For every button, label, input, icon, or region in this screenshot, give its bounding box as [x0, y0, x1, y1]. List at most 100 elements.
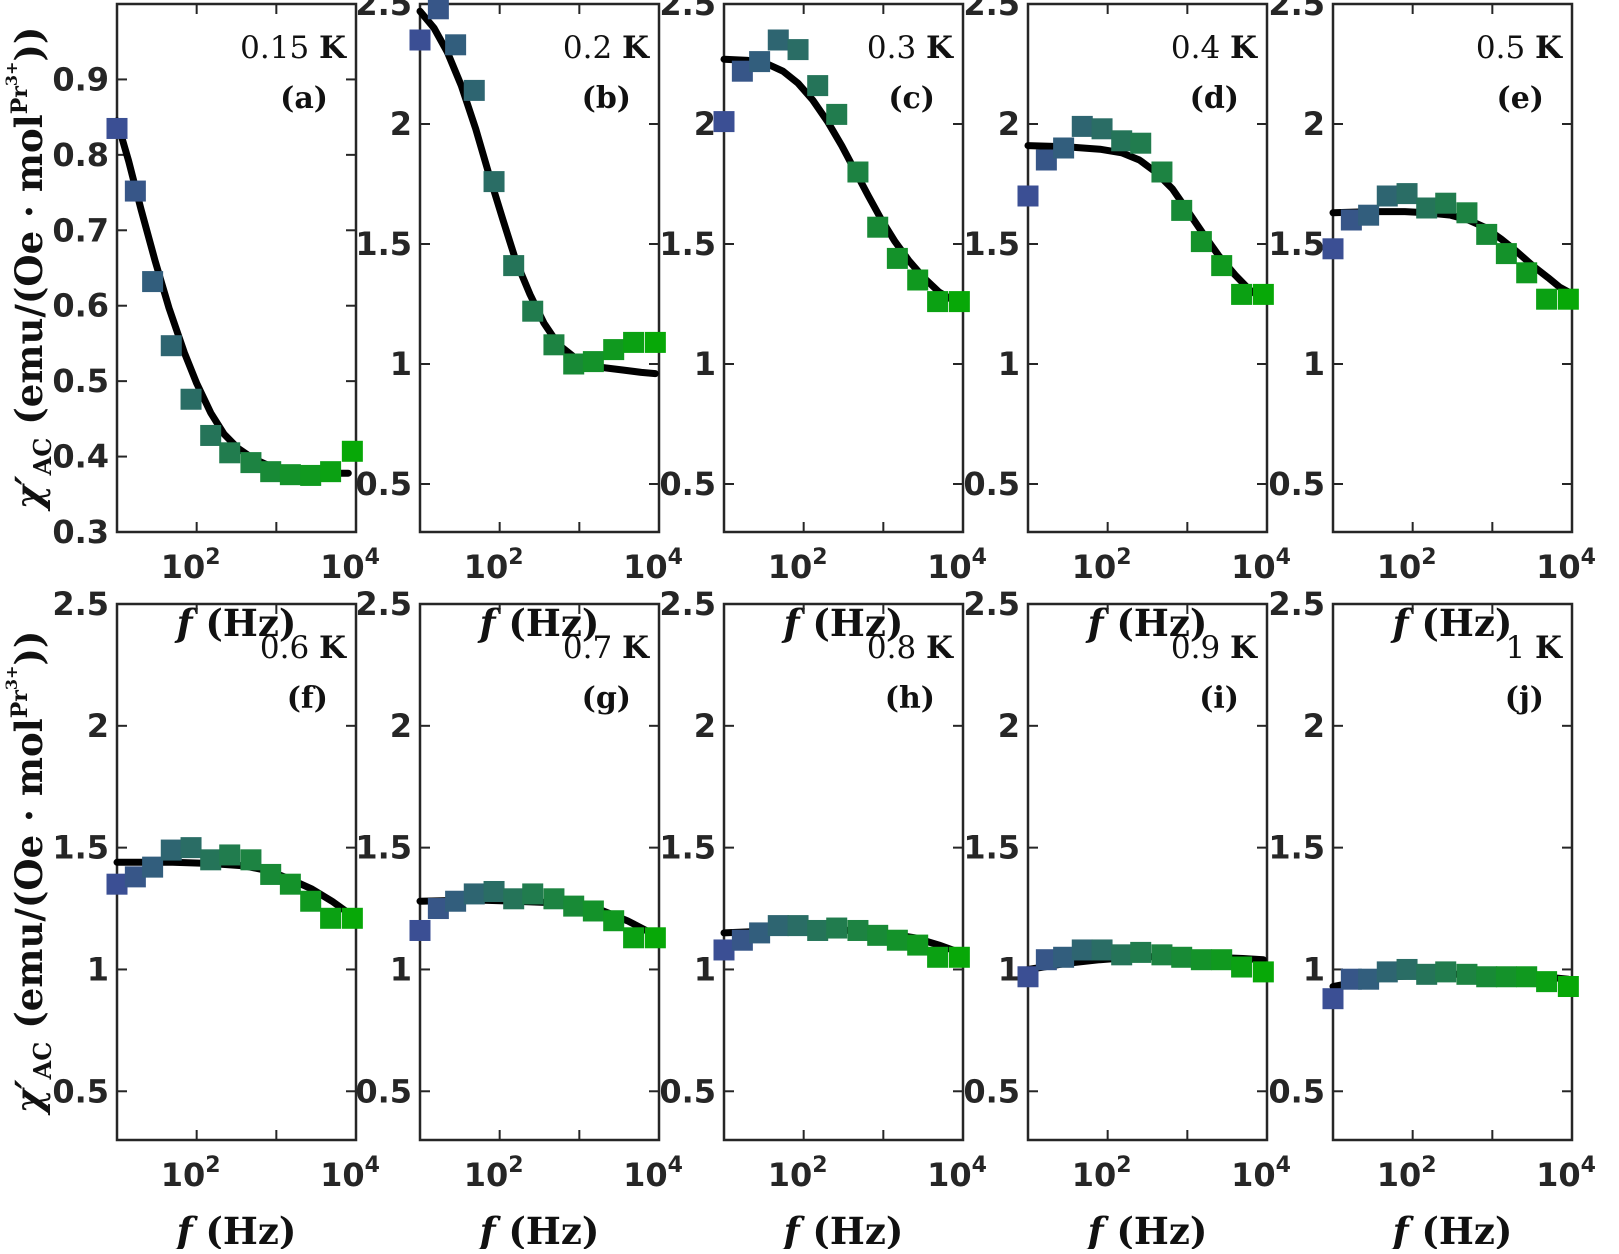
- x-tick-label: 102: [768, 1153, 828, 1194]
- temperature-unit: K: [926, 630, 954, 666]
- data-point: [807, 919, 829, 941]
- temperature-label: 0.5 K: [1476, 30, 1563, 66]
- x-tick-exp: 4: [972, 545, 987, 570]
- data-point: [522, 300, 544, 322]
- data-point: [1476, 966, 1498, 988]
- y-tick-label: 1: [998, 345, 1020, 383]
- y-tick-label: 1.5: [659, 225, 716, 263]
- data-point: [1557, 288, 1579, 310]
- data-point: [1476, 223, 1498, 245]
- x-tick-exp: 2: [508, 1153, 523, 1178]
- axes-frame: [722, 602, 965, 1142]
- temperature-unit: K: [319, 630, 347, 666]
- x-axis-unit: (Hz): [1116, 601, 1207, 645]
- temperature-label: 0.7 K: [563, 630, 650, 666]
- data-point: [1053, 946, 1075, 968]
- panel-label: (f): [287, 681, 328, 716]
- data-point: [1495, 243, 1517, 265]
- y-tick-label: 0.5: [52, 362, 109, 400]
- y-tick-label: 2: [998, 105, 1020, 143]
- data-point: [948, 946, 970, 968]
- y-tick-label: 0.8: [52, 136, 109, 174]
- x-tick-exp: 4: [1276, 1153, 1291, 1178]
- data-point: [200, 849, 222, 871]
- x-axis-unit: (Hz): [812, 1209, 903, 1249]
- x-tick-label: 104: [927, 1153, 987, 1194]
- x-tick-exp: 2: [1116, 545, 1131, 570]
- data-point: [1190, 949, 1212, 971]
- x-tick-label: 102: [161, 545, 221, 586]
- y-tick-label: 0.7: [52, 211, 109, 249]
- data-point: [1071, 939, 1093, 961]
- axes-frame: [722, 2, 965, 534]
- y-tick-label: 0.5: [659, 465, 716, 503]
- temperature-label: 0.6 K: [260, 630, 347, 666]
- temperature-value: 0.6: [260, 630, 319, 666]
- y-tick-label: 0.3: [52, 513, 109, 551]
- data-point: [503, 255, 525, 277]
- temperature-label: 1 K: [1505, 630, 1563, 666]
- x-tick-exp: 2: [205, 545, 220, 570]
- x-axis-unit: (Hz): [1421, 1209, 1512, 1249]
- y-tick-label: 2: [998, 707, 1020, 745]
- data-point: [1252, 961, 1274, 983]
- x-tick-base: 10: [1377, 548, 1422, 586]
- data-point: [142, 856, 164, 878]
- data-point: [623, 927, 645, 949]
- x-axis-var: f: [477, 1209, 509, 1249]
- x-tick-exp: 4: [365, 545, 380, 570]
- data-point: [1322, 988, 1344, 1010]
- data-point: [1358, 204, 1380, 226]
- data-point: [219, 442, 241, 464]
- data-point: [907, 934, 929, 956]
- data-point: [445, 34, 467, 56]
- y-tick-label: 1.5: [52, 829, 109, 867]
- x-axis-var: f: [1390, 601, 1422, 645]
- x-tick-exp: 2: [1421, 1153, 1436, 1178]
- data-point: [1340, 209, 1362, 231]
- y-tick-label: 1: [694, 345, 716, 383]
- y-tick-label: 2: [87, 707, 109, 745]
- data-point: [1035, 149, 1057, 171]
- axes-frame: [1331, 2, 1574, 534]
- data-point: [1231, 283, 1253, 305]
- x-tick-label: 102: [464, 1153, 524, 1194]
- data-point: [847, 161, 869, 183]
- y-tick-label: 1.5: [659, 829, 716, 867]
- data-point: [1130, 941, 1152, 963]
- data-point: [279, 464, 301, 486]
- x-axis-var: f: [174, 601, 206, 645]
- axes-frame: [418, 602, 661, 1142]
- x-tick-base: 10: [320, 548, 365, 586]
- y-tick-label: 2: [694, 707, 716, 745]
- panel-label: (h): [885, 681, 935, 716]
- axes-frame: [115, 602, 358, 1142]
- y-tick-label: 2: [694, 105, 716, 143]
- x-axis-var: f: [1085, 1209, 1117, 1249]
- data-point: [1340, 968, 1362, 990]
- y-tick-label: 2.5: [963, 0, 1020, 23]
- x-axis-unit: (Hz): [205, 601, 296, 645]
- y-axis-close: )): [7, 27, 51, 62]
- y-tick-label: 1.5: [963, 829, 1020, 867]
- data-point: [886, 247, 908, 269]
- y-tick-label: 1: [390, 950, 412, 988]
- x-tick-label: 102: [1072, 545, 1132, 586]
- data-point: [300, 890, 322, 912]
- data-point: [867, 216, 889, 238]
- x-tick-base: 10: [1377, 1156, 1422, 1194]
- temperature-value: 0.2: [563, 30, 622, 66]
- x-tick-base: 10: [1072, 548, 1117, 586]
- data-point: [1536, 288, 1558, 310]
- data-point: [787, 39, 809, 61]
- panel-label: (e): [1497, 81, 1544, 116]
- y-tick-label: 2.5: [355, 585, 412, 623]
- y-axis-body: (emu/(Oe · mol: [7, 114, 51, 437]
- data-point: [200, 424, 222, 446]
- x-axis-label: f (Hz): [1390, 601, 1513, 645]
- panel-label: (c): [888, 81, 935, 116]
- data-point: [180, 388, 202, 410]
- x-axis-unit: (Hz): [205, 1209, 296, 1249]
